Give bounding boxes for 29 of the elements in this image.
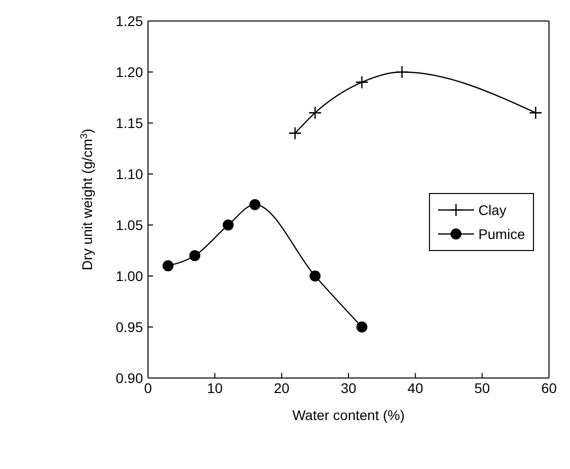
y-tick-label: 0.90 (116, 370, 144, 386)
legend-label: Pumice (478, 226, 525, 242)
x-tick-label: 40 (408, 380, 424, 396)
point (356, 322, 368, 332)
point (249, 199, 260, 210)
point (528, 106, 542, 120)
y-tick-label: 1.20 (116, 64, 144, 80)
y-tick-label: 1.10 (116, 166, 144, 182)
x-tick-label: 50 (474, 380, 490, 396)
x-tick-label: 0 (144, 380, 152, 396)
point (162, 260, 174, 272)
x-tick-label: 60 (541, 380, 557, 396)
point (355, 76, 369, 89)
legend-label: Clay (478, 202, 506, 218)
point (308, 106, 322, 120)
point (395, 65, 409, 79)
x-axis-title: Water content (%) (292, 407, 405, 423)
point (288, 126, 302, 140)
y-tick-label: 1.00 (116, 268, 144, 284)
y-tick-label: 1.25 (116, 12, 144, 29)
y-tick-label: 1.05 (116, 216, 144, 233)
y-tick-label: 1.15 (116, 114, 144, 131)
point (222, 220, 234, 230)
point (189, 250, 200, 262)
y-tick-label: 0.95 (116, 318, 144, 335)
x-tick-label: 30 (340, 380, 356, 396)
x-tick-label: 10 (207, 380, 223, 396)
x-tick-label: 20 (274, 380, 290, 396)
point (310, 270, 321, 282)
